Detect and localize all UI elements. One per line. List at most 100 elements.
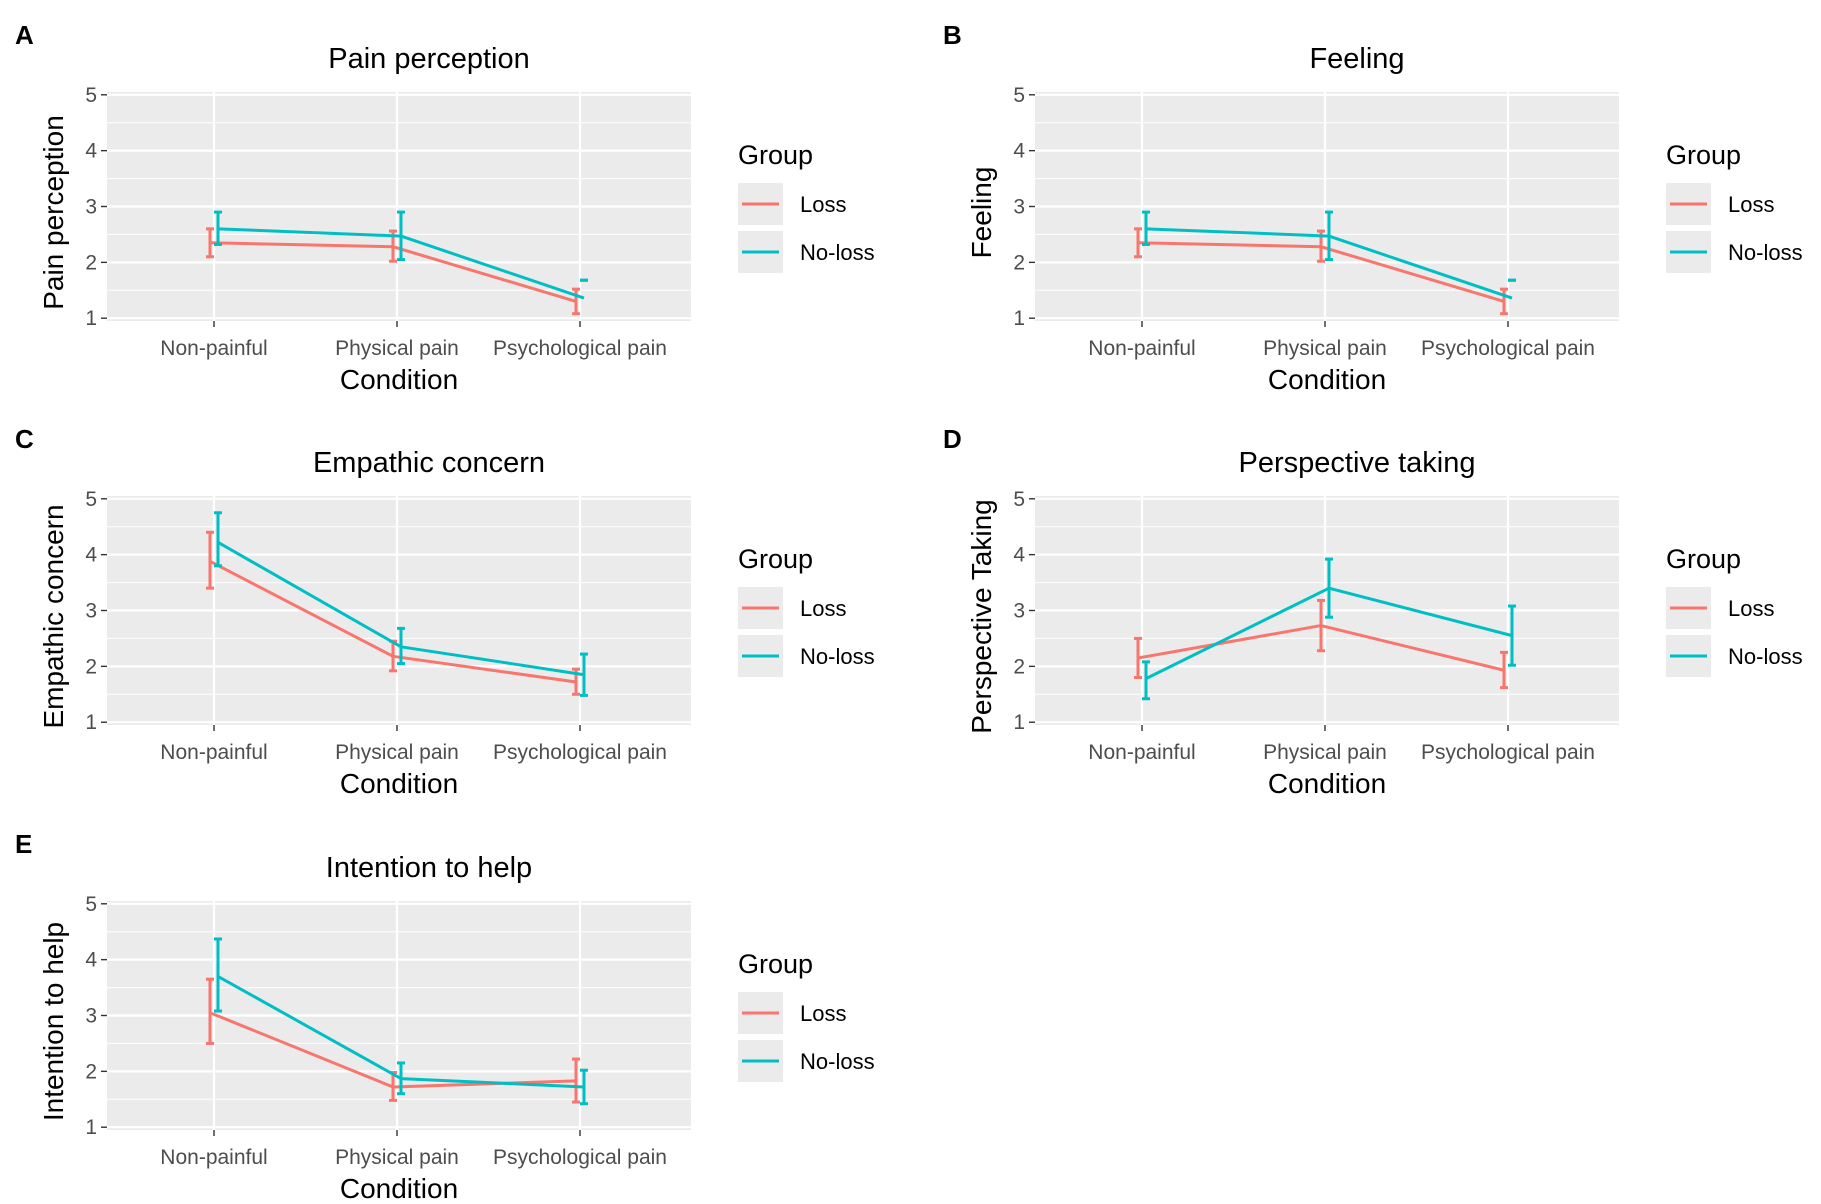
y-tick-label: 2 [85,251,97,274]
x-tick-label: Non-painful [1088,337,1195,360]
series-no-loss [1142,210,1516,300]
panel-title: Perspective taking [1239,447,1476,479]
y-tick-label: 3 [1013,600,1025,623]
legend-title: Group [738,544,813,574]
error-bar [206,977,214,1045]
error-bar [214,937,222,1013]
y-axis-title: Pain perception [38,115,69,310]
legend-label-no-loss: No-loss [1728,240,1803,265]
y-tick-label: 5 [85,84,97,107]
x-axis-title: Condition [340,1173,458,1204]
error-bar [1500,650,1508,690]
error-bar [397,210,405,262]
legend: Group Loss No-loss [738,544,875,677]
error-bar [1142,210,1150,246]
y-tick-label: 3 [85,600,97,623]
series-no-loss [214,511,588,697]
x-tick-label: Physical pain [1263,741,1387,764]
series-no-loss [214,937,588,1106]
y-tick-label: 1 [85,307,97,330]
panel-letter: A [15,20,34,50]
y-tick-label: 1 [1013,307,1025,330]
y-axis-title: Intention to help [38,922,69,1121]
x-tick-label: Psychological pain [493,337,667,360]
legend-label-no-loss: No-loss [800,644,875,669]
y-tick-label: 1 [85,711,97,734]
error-bar [214,210,222,246]
legend-title: Group [738,949,813,979]
panel-letter: C [15,424,34,454]
x-tick-label: Psychological pain [493,1146,667,1169]
series-loss [1134,227,1508,316]
series-loss [1134,598,1508,690]
x-tick-label: Physical pain [335,337,459,360]
series-no-loss [214,210,588,300]
y-axis-title: Perspective Taking [966,499,997,734]
legend: Group Loss No-loss [1666,140,1803,273]
panel-d: D Perspective taking 1 2 3 4 5 Non-painful Physi… [943,424,1803,799]
y-tick-label: 2 [85,655,97,678]
y-tick-label: 5 [85,488,97,511]
panel-a: A Pain perception 1 2 3 4 5 Non-painful Physical… [15,20,875,395]
panel-title: Empathic concern [313,447,545,479]
legend-label-loss: Loss [1728,596,1774,621]
y-tick-label: 4 [85,140,97,163]
y-tick-label: 5 [1013,488,1025,511]
y-tick-label: 5 [85,893,97,916]
y-tick-label: 3 [1013,196,1025,219]
panel-letter: B [943,20,962,50]
legend-label-loss: Loss [800,596,846,621]
error-bar [572,1057,580,1104]
y-tick-label: 3 [85,196,97,219]
x-tick-label: Physical pain [335,741,459,764]
x-tick-label: Psychological pain [1421,337,1595,360]
y-tick-label: 2 [85,1060,97,1083]
panel-letter: E [15,829,32,859]
y-axis-title: Feeling [966,167,997,259]
y-tick-label: 4 [85,949,97,972]
error-bar [214,511,222,568]
panel-title: Intention to help [326,852,532,884]
x-tick-label: Non-painful [160,337,267,360]
x-axis-title: Condition [340,768,458,799]
x-tick-label: Psychological pain [493,741,667,764]
panel-title: Feeling [1309,43,1404,75]
panel-b: B Feeling 1 2 3 4 5 Non-painful Physical pain Psy… [943,20,1803,395]
error-bar [1142,660,1150,701]
legend: Group Loss No-loss [738,949,875,1082]
series-no-loss [1142,557,1516,701]
y-tick-label: 2 [1013,655,1025,678]
x-axis-title: Condition [340,364,458,395]
y-tick-label: 3 [85,1005,97,1028]
x-axis-title: Condition [1268,768,1386,799]
error-bar [397,626,405,666]
y-tick-label: 4 [1013,140,1025,163]
legend: Group Loss No-loss [738,140,875,273]
x-tick-label: Non-painful [160,1146,267,1169]
x-axis-title: Condition [1268,364,1386,395]
legend-label-no-loss: No-loss [1728,644,1803,669]
x-tick-label: Non-painful [160,741,267,764]
legend-label-loss: Loss [800,192,846,217]
x-tick-label: Non-painful [1088,741,1195,764]
error-bar [1325,210,1333,262]
error-bar [206,530,214,590]
x-tick-label: Psychological pain [1421,741,1595,764]
legend: Group Loss No-loss [1666,544,1803,677]
legend-label-loss: Loss [1728,192,1774,217]
legend-label-loss: Loss [800,1001,846,1026]
legend-title: Group [1666,140,1741,170]
panel-c: C Empathic concern 1 2 3 4 5 Non-painful Physica… [15,424,875,799]
error-bar [397,1061,405,1096]
x-tick-label: Physical pain [335,1146,459,1169]
panel-letter: D [943,424,962,454]
legend-label-no-loss: No-loss [800,240,875,265]
y-axis-title: Empathic concern [38,504,69,728]
legend-label-no-loss: No-loss [800,1049,875,1074]
y-tick-label: 4 [85,544,97,567]
y-tick-label: 5 [1013,84,1025,107]
legend-title: Group [1666,544,1741,574]
y-tick-label: 1 [85,1116,97,1139]
y-tick-label: 2 [1013,251,1025,274]
